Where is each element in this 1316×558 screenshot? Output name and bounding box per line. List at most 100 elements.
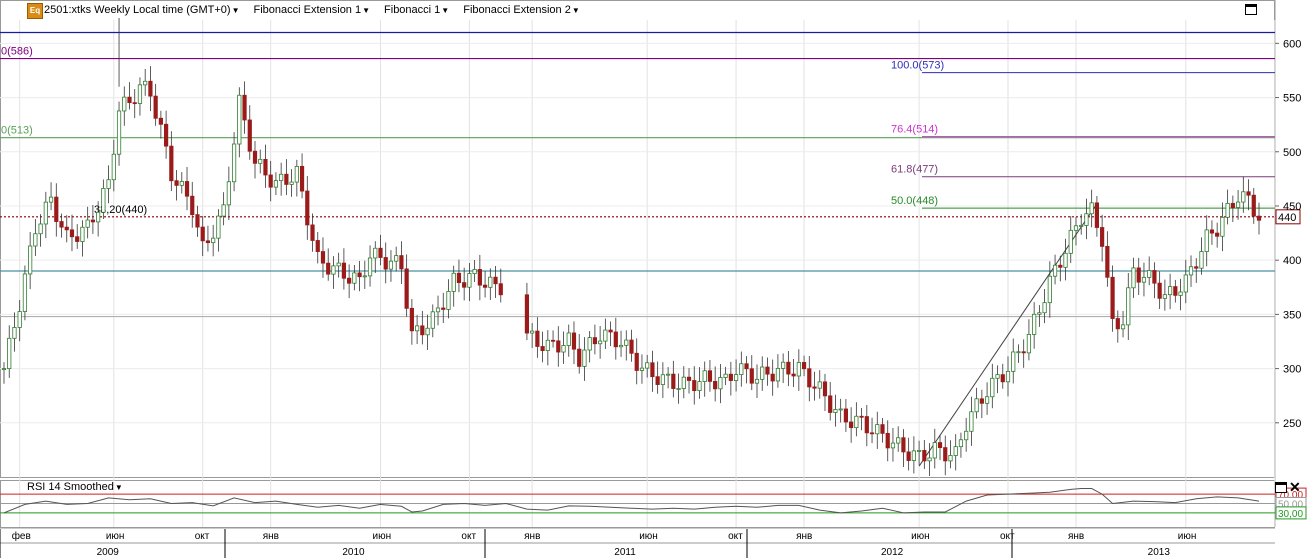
candle-body xyxy=(331,265,336,275)
candle-body xyxy=(1251,194,1256,217)
chevron-down-icon[interactable]: ▼ xyxy=(571,6,580,15)
candle-body xyxy=(655,376,660,385)
candle-body xyxy=(577,348,582,367)
maximize-price-pane-icon[interactable] xyxy=(1245,4,1257,15)
month-label: июн xyxy=(639,531,658,542)
candle-body xyxy=(451,272,456,292)
candle-body xyxy=(843,408,848,423)
candle-body xyxy=(854,415,859,429)
candle-body xyxy=(598,340,603,345)
candle-body xyxy=(702,370,707,383)
candle-body xyxy=(347,277,352,284)
candle-body xyxy=(294,165,299,183)
candle-body xyxy=(869,432,875,435)
candle-body xyxy=(686,376,692,381)
candle-body xyxy=(326,262,331,275)
candle-body xyxy=(770,373,775,382)
rsi-indicator-menu[interactable]: RSI 14 Smoothed▼ xyxy=(27,481,123,493)
rsi-level-label: 50,00 xyxy=(1278,500,1303,511)
symbol-eq-icon[interactable]: Eq xyxy=(27,3,43,19)
month-label: окт xyxy=(195,531,210,542)
candle-body xyxy=(106,179,111,189)
candle-body xyxy=(1178,291,1183,296)
candle-body xyxy=(1084,213,1089,226)
candle-body xyxy=(357,272,362,278)
candle-body xyxy=(744,363,749,370)
candle-body xyxy=(618,344,624,348)
candle-body xyxy=(38,223,43,235)
candle-body xyxy=(812,386,817,389)
candle-body xyxy=(1115,318,1120,330)
candle-body xyxy=(336,262,341,267)
chevron-down-icon[interactable]: ▼ xyxy=(114,483,123,492)
candle-body xyxy=(477,269,482,286)
candle-body xyxy=(305,190,310,226)
candle-body xyxy=(828,395,833,413)
candle-body xyxy=(990,377,995,398)
candle-body xyxy=(1052,264,1058,277)
candle-body xyxy=(7,337,12,369)
candle-body xyxy=(1241,191,1246,203)
fibonacci-1-menu[interactable]: Fibonacci 1▼ xyxy=(384,4,450,16)
candle-body xyxy=(1157,282,1162,299)
candle-body xyxy=(17,311,22,328)
candle-body xyxy=(1063,252,1068,268)
candle-body xyxy=(1126,287,1131,326)
candle-body xyxy=(12,327,17,339)
maximize-rsi-pane-icon[interactable] xyxy=(1275,482,1287,493)
candle-body xyxy=(1068,229,1073,254)
candle-body xyxy=(608,329,613,333)
candle-body xyxy=(681,376,686,389)
candle-body xyxy=(1168,286,1173,296)
year-label: 2012 xyxy=(881,547,904,558)
close-icon[interactable]: ✕ xyxy=(1289,479,1301,495)
candle-body xyxy=(467,273,472,288)
candle-body xyxy=(739,363,744,375)
symbol-title[interactable]: 2501:xtks Weekly Local time (GMT+0)▼ xyxy=(44,4,240,16)
candle-body xyxy=(216,215,221,239)
candle-body xyxy=(1183,274,1188,293)
candle-body xyxy=(472,269,477,275)
candle-body xyxy=(1089,202,1094,215)
candle-body xyxy=(937,442,943,449)
candle-body xyxy=(807,368,812,388)
candle-body xyxy=(488,276,493,288)
candle-body xyxy=(932,442,937,459)
candle-body xyxy=(96,211,101,223)
fib-extension-label: 100.0(573) xyxy=(891,60,944,72)
fibonacci-extension-1-menu[interactable]: Fibonacci Extension 1▼ xyxy=(253,4,371,16)
candle-body xyxy=(728,373,733,381)
candle-body xyxy=(252,150,258,164)
candle-body xyxy=(922,450,927,462)
candle-body xyxy=(801,362,807,370)
candle-body xyxy=(896,437,901,444)
candle-body xyxy=(80,226,85,242)
candle-body xyxy=(111,153,116,181)
candle-body xyxy=(561,345,566,353)
candle-body xyxy=(718,377,723,390)
candle-body xyxy=(190,195,195,216)
candle-body xyxy=(195,214,200,228)
candle-body xyxy=(906,451,911,461)
candle-body xyxy=(409,307,414,332)
chevron-down-icon[interactable]: ▼ xyxy=(231,6,240,15)
candle-body xyxy=(849,421,854,429)
chevron-down-icon[interactable]: ▼ xyxy=(441,6,450,15)
candle-body xyxy=(901,437,906,453)
candle-body xyxy=(781,361,786,369)
candle-body xyxy=(132,102,137,105)
candle-body xyxy=(1204,229,1209,252)
fibonacci-extension-2-menu[interactable]: Fibonacci Extension 2▼ xyxy=(463,4,580,16)
month-label: окт xyxy=(728,531,743,542)
candle-body xyxy=(765,366,770,375)
month-label: июн xyxy=(911,531,930,542)
chevron-down-icon[interactable]: ▼ xyxy=(362,6,371,15)
candle-body xyxy=(48,196,54,203)
price-tick-label: 450 xyxy=(1283,201,1301,213)
candle-body xyxy=(1120,324,1126,330)
month-label: окт xyxy=(461,531,476,542)
candle-body xyxy=(1152,270,1157,284)
candle-body xyxy=(566,332,571,346)
candle-body xyxy=(1136,267,1141,283)
